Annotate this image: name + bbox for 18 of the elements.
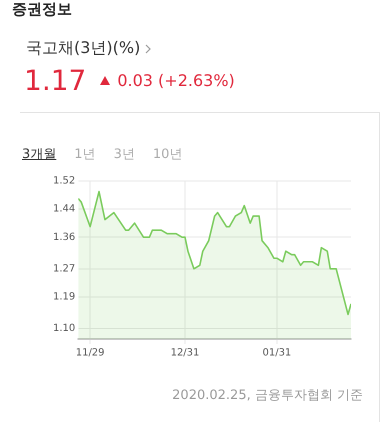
chart-title: 국고채(3년)(%) [26, 38, 140, 59]
y-tick-label: 1.44 [53, 204, 76, 215]
text: 증권정보 [12, 0, 72, 19]
text: 10년 [152, 146, 182, 163]
text: 1년 [74, 146, 96, 163]
text: 3개월 [22, 146, 56, 163]
y-tick-label: 1.36 [53, 232, 76, 243]
text: 2020.02.25, 금융투자협회 기준 [172, 387, 363, 404]
chart-subtitle: 1.17 [24, 64, 86, 97]
text: 0.03 (+2.63%) [117, 71, 235, 90]
x-tick-label: 12/31 [170, 348, 200, 359]
x-tick-label: 11/29 [76, 348, 105, 359]
text: 3년 [114, 146, 135, 163]
y-tick-label: 1.27 [53, 263, 76, 274]
y-tick-label: 1.19 [53, 291, 76, 302]
x-tick-label: 01/31 [262, 348, 292, 359]
y-tick-label: 1.52 [53, 176, 76, 187]
y-tick-label: 1.10 [53, 323, 76, 334]
